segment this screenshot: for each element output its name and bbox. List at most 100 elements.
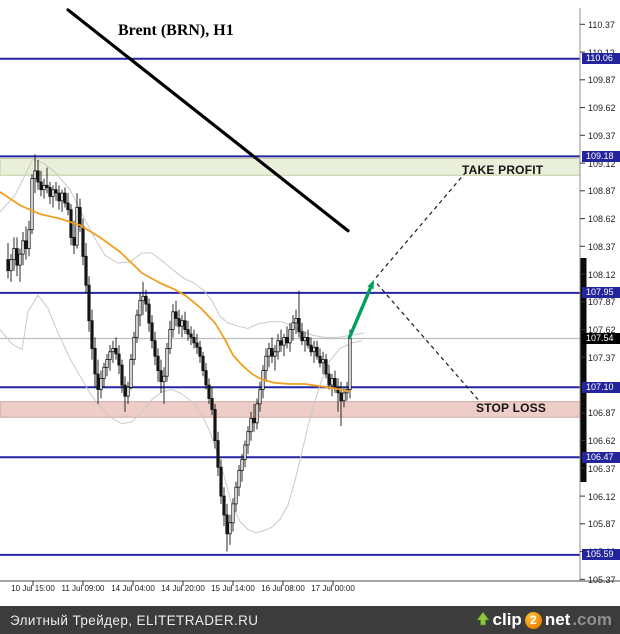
upload-arrow-icon bbox=[475, 612, 490, 626]
candle-body bbox=[24, 240, 28, 250]
candle-body bbox=[207, 384, 211, 399]
price-axis-label: 109.12 bbox=[588, 158, 616, 169]
candle-body bbox=[192, 336, 196, 344]
candle-body bbox=[30, 178, 34, 231]
price-axis-label: 105.87 bbox=[588, 519, 616, 530]
price-axis-label: 108.87 bbox=[588, 186, 616, 197]
candle-body bbox=[327, 373, 331, 386]
entry-arrow-head bbox=[367, 279, 374, 290]
price-axis-label: 107.87 bbox=[588, 297, 616, 308]
dashed-line-to-take-profit bbox=[375, 171, 467, 279]
candle-body bbox=[285, 336, 289, 344]
time-axis-label: 14 Jul 20:00 bbox=[161, 584, 205, 593]
candle-body bbox=[270, 347, 274, 357]
candle-body bbox=[243, 444, 247, 460]
candle-body bbox=[342, 392, 346, 402]
candle-body bbox=[303, 336, 307, 342]
candle-body bbox=[267, 347, 271, 357]
candle-body bbox=[249, 417, 253, 433]
candle-body bbox=[33, 170, 37, 180]
price-axis-label: 108.62 bbox=[588, 214, 616, 225]
candle-body bbox=[87, 284, 91, 322]
candle-body bbox=[165, 347, 169, 377]
candle-body bbox=[255, 403, 259, 424]
price-axis-label: 106.37 bbox=[588, 463, 616, 474]
candle-body bbox=[333, 377, 337, 388]
candle-body bbox=[78, 207, 82, 227]
stop-loss-label: STOP LOSS bbox=[476, 401, 547, 415]
candle-body bbox=[240, 458, 244, 471]
price-axis-label: 109.37 bbox=[588, 130, 616, 141]
price-axis-label: 109.87 bbox=[588, 75, 616, 86]
candle-body bbox=[39, 181, 43, 191]
candle-body bbox=[6, 259, 10, 272]
candle-body bbox=[264, 355, 268, 372]
time-axis-label: 10 Jul 15:00 bbox=[11, 584, 55, 593]
candle-body bbox=[195, 342, 199, 348]
candle-body bbox=[18, 253, 22, 266]
candle-body bbox=[66, 202, 70, 211]
price-axis-label: 106.12 bbox=[588, 491, 616, 502]
candle-body bbox=[27, 229, 31, 249]
price-level-tag: 106.47 bbox=[582, 451, 620, 463]
bollinger-upper-band bbox=[0, 157, 365, 338]
candle-body bbox=[339, 392, 343, 402]
candle-body bbox=[99, 377, 103, 390]
candle-body bbox=[21, 240, 25, 255]
candle-body bbox=[45, 184, 49, 188]
time-axis-label: 16 Jul 08:00 bbox=[261, 584, 305, 593]
price-axis-label: 110.12 bbox=[588, 48, 615, 58]
candle-body bbox=[162, 375, 166, 383]
current-price-tag: 107.54 bbox=[582, 333, 620, 344]
candle-body bbox=[84, 255, 88, 286]
candle-body bbox=[294, 318, 298, 324]
time-axis-label: 14 Jul 04:00 bbox=[111, 584, 155, 593]
price-axis-label: 110.37 bbox=[588, 19, 615, 30]
candle-body bbox=[102, 366, 106, 379]
candle-body bbox=[36, 170, 40, 183]
candle-body bbox=[117, 353, 121, 366]
candle-body bbox=[42, 184, 46, 191]
entry-arrow-shaft bbox=[347, 287, 373, 340]
candle-body bbox=[51, 189, 55, 197]
price-axis-label: 106.87 bbox=[588, 408, 616, 419]
candle-body bbox=[120, 364, 124, 386]
price-level-tag: 105.59 bbox=[582, 549, 620, 561]
candle-body bbox=[330, 377, 334, 386]
candle-body bbox=[105, 359, 109, 368]
price-axis-label: 105.37 bbox=[588, 574, 616, 585]
candle-body bbox=[90, 320, 94, 349]
candle-body bbox=[213, 409, 217, 442]
trend-line bbox=[66, 8, 350, 233]
candle-body bbox=[222, 495, 226, 516]
candle-body bbox=[114, 347, 118, 355]
candle-body bbox=[300, 331, 304, 342]
candle-body bbox=[126, 386, 130, 397]
time-axis-label: 17 Jul 00:00 bbox=[311, 584, 355, 593]
candle-body bbox=[69, 209, 73, 238]
candle-body bbox=[129, 359, 133, 388]
candle-body bbox=[150, 322, 154, 342]
candle-body bbox=[258, 389, 262, 405]
candle-body bbox=[174, 311, 178, 319]
candle-body bbox=[288, 329, 292, 344]
price-axis-label: 106.62 bbox=[588, 436, 616, 447]
candle-body bbox=[153, 340, 157, 357]
axis-range-bar bbox=[580, 258, 587, 482]
logo-com: .com bbox=[572, 610, 612, 629]
candle-body bbox=[231, 503, 235, 524]
moving-average-line bbox=[0, 191, 351, 393]
candle-body bbox=[48, 187, 52, 197]
candle-body bbox=[171, 311, 175, 330]
chart-labels-overlay: Brent (BRN), H1 TAKE PROFIT STOP LOSS 11… bbox=[11, 19, 620, 593]
candle-body bbox=[96, 373, 100, 390]
price-axis-label: 107.62 bbox=[588, 325, 616, 336]
candle-body bbox=[108, 351, 112, 360]
price-chart[interactable] bbox=[0, 0, 620, 607]
logo-clip: clip bbox=[492, 610, 522, 629]
price-level-tag: 110.06 bbox=[582, 53, 620, 65]
candle-body bbox=[234, 486, 238, 505]
candle-body bbox=[147, 303, 151, 324]
candle-body bbox=[168, 329, 172, 349]
candle-body bbox=[276, 340, 280, 353]
